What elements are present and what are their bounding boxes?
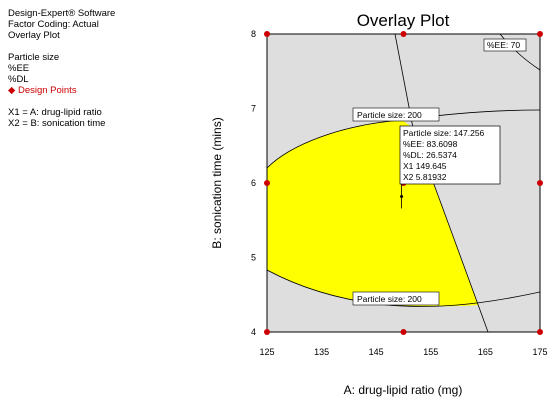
y-tick-label: 8 bbox=[251, 29, 256, 39]
response-dl: %DL bbox=[8, 74, 29, 85]
software-name: Design-Expert® Software bbox=[8, 8, 116, 19]
flag-x1: X1 149.645 bbox=[403, 161, 447, 171]
diamond-icon: ◆ bbox=[8, 85, 16, 96]
contour-label-text: %EE: 70 bbox=[487, 40, 520, 50]
contour-label-text: Particle size: 200 bbox=[357, 110, 422, 120]
design-point bbox=[264, 329, 270, 335]
factor-x1: X1 = A: drug-lipid ratio bbox=[8, 107, 102, 118]
plot-type: Overlay Plot bbox=[8, 30, 60, 41]
flag-x2: X2 5.81932 bbox=[403, 172, 447, 182]
y-tick-label: 6 bbox=[251, 178, 256, 188]
design-point bbox=[264, 180, 270, 186]
design-point bbox=[400, 329, 407, 335]
x-tick-label: 155 bbox=[423, 347, 438, 357]
y-tick-label: 5 bbox=[251, 253, 256, 263]
flag-dl: %DL: 26.5374 bbox=[403, 150, 457, 160]
y-axis-title: B: sonication time (mins) bbox=[210, 117, 224, 248]
contour-label-ps-lower: Particle size: 200 bbox=[352, 291, 440, 306]
flag-particle-size: Particle size: 147.256 bbox=[403, 128, 485, 138]
chart-title: Overlay Plot bbox=[357, 11, 450, 30]
design-point bbox=[537, 329, 543, 335]
factor-coding: Factor Coding: Actual bbox=[8, 19, 99, 30]
contour-label-text: Particle size: 200 bbox=[357, 294, 422, 304]
x-tick-label: 145 bbox=[369, 347, 384, 357]
contour-label-ee: %EE: 70 bbox=[483, 38, 527, 52]
response-ee: %EE bbox=[8, 63, 30, 74]
x-tick-label: 125 bbox=[259, 347, 274, 357]
design-points-label: Design Points bbox=[17, 85, 77, 96]
y-tick-label: 4 bbox=[251, 327, 256, 337]
flag-rect bbox=[399, 125, 501, 185]
flag-point bbox=[400, 194, 404, 198]
x-tick-label: 135 bbox=[314, 347, 329, 357]
response-particle-size: Particle size bbox=[8, 52, 60, 63]
flag-box: Particle size: 147.256 %EE: 83.6098 %DL:… bbox=[399, 125, 501, 209]
contour-label-ps-upper: Particle size: 200 bbox=[352, 107, 440, 122]
legend-info: Design-Expert® Software Factor Coding: A… bbox=[8, 8, 115, 129]
flag-ee: %EE: 83.6098 bbox=[403, 139, 458, 149]
design-point bbox=[400, 31, 407, 37]
x-tick-label: 175 bbox=[532, 347, 547, 357]
x-tick-label: 165 bbox=[478, 347, 493, 357]
factor-x2: X2 = B: sonication time bbox=[8, 118, 106, 129]
y-tick-label: 7 bbox=[251, 104, 256, 114]
design-point bbox=[264, 31, 270, 37]
design-point bbox=[537, 31, 543, 37]
design-point bbox=[537, 180, 543, 186]
contour-ee-70-corner bbox=[499, 34, 540, 71]
design-points-legend: ◆ Design Points bbox=[8, 85, 115, 96]
x-axis-title: A: drug-lipid ratio (mg) bbox=[344, 383, 463, 397]
